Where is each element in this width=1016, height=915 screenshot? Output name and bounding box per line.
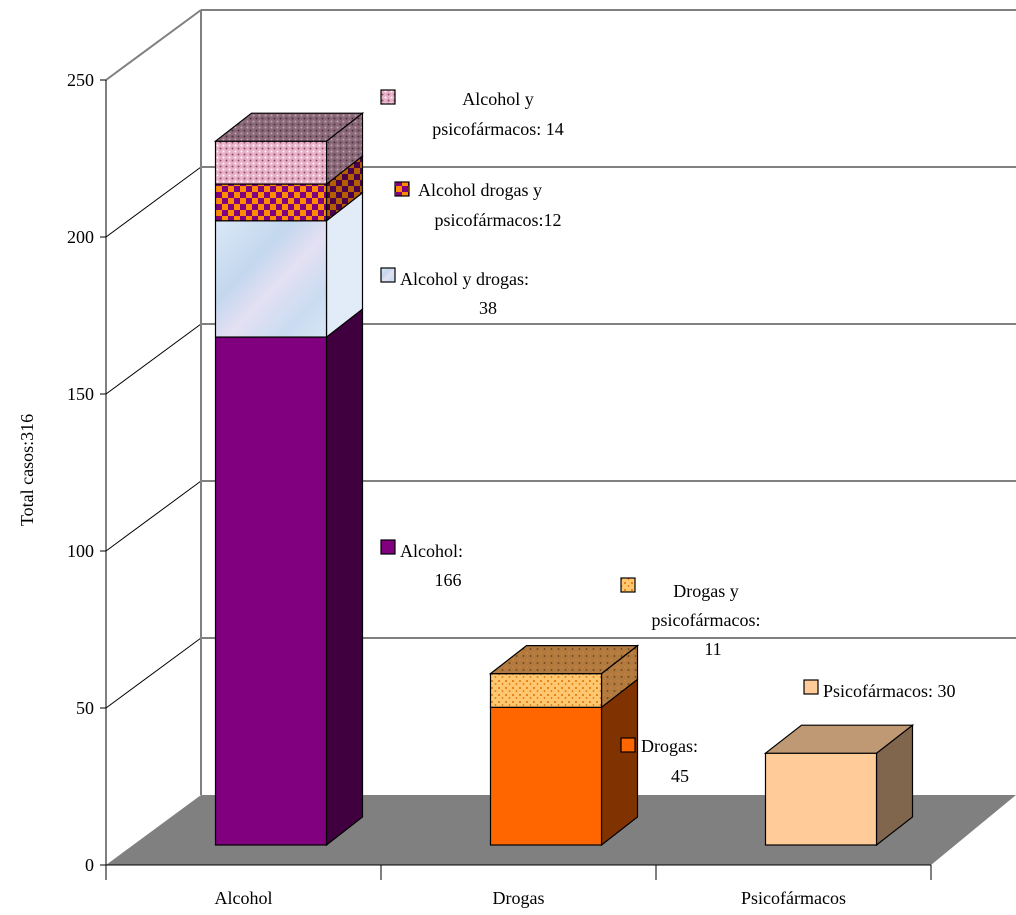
y-tick-label: 50 bbox=[76, 698, 94, 718]
legend-key bbox=[620, 737, 636, 753]
data-label-text: Drogas: bbox=[641, 736, 698, 756]
bar-front bbox=[214, 220, 328, 338]
gridline-side bbox=[105, 323, 202, 395]
bar-segment-alcohol-4 bbox=[213, 111, 365, 186]
data-label-text: psicofármacos: bbox=[652, 610, 761, 630]
data-labels: Alcohol: 166 Alcohol y drogas: 38 Alcohol dr… bbox=[380, 89, 955, 786]
data-label-text: 166 bbox=[435, 570, 462, 590]
bar-front bbox=[489, 673, 603, 708]
bar-top bbox=[763, 724, 915, 754]
gridline-side bbox=[105, 480, 202, 552]
side-wall-top-edge bbox=[105, 9, 202, 81]
gridline-side bbox=[105, 637, 202, 709]
bar-side bbox=[325, 307, 364, 847]
legend-key bbox=[380, 539, 396, 555]
bar-segment-alcohol-2 bbox=[214, 191, 364, 339]
legend-key bbox=[620, 577, 636, 593]
back-wall bbox=[201, 10, 1016, 795]
bar-front bbox=[489, 706, 603, 846]
legend-key bbox=[380, 89, 396, 105]
data-label-drogas-1: Drogas: 45 bbox=[620, 736, 698, 786]
legend-key bbox=[380, 267, 396, 283]
data-label-text: Alcohol drogas y bbox=[418, 180, 542, 200]
bar-segment-alcohol-1 bbox=[214, 307, 364, 847]
y-axis-label: Total casos:316 bbox=[17, 414, 37, 526]
y-tick-label: 200 bbox=[67, 227, 94, 247]
y-tick-label: 150 bbox=[67, 384, 94, 404]
data-label-text: Alcohol y bbox=[462, 89, 534, 109]
data-label-text: psicofármacos: 14 bbox=[432, 119, 563, 139]
y-tick-label: 100 bbox=[67, 541, 94, 561]
data-label-text: 11 bbox=[704, 639, 721, 659]
data-label-alcohol-2: Alcohol y drogas: 38 bbox=[380, 267, 529, 318]
x-axis-ticks: Alcohol Drogas Psicofármacos bbox=[105, 865, 932, 908]
bar-segment-psicofarmacos-1 bbox=[763, 723, 915, 847]
bar-top bbox=[488, 645, 640, 675]
x-tick-label-alcohol: Alcohol bbox=[215, 888, 273, 908]
x-tick-label-psicofarmacos: Psicofármacos bbox=[741, 888, 846, 908]
bar-segment-alcohol-3 bbox=[214, 154, 364, 222]
bar-front bbox=[214, 183, 328, 222]
bars bbox=[213, 111, 915, 847]
bar-segment-drogas-1 bbox=[489, 678, 639, 847]
data-label-alcohol-3: Alcohol drogas y psicofármacos:12 bbox=[394, 180, 562, 230]
data-label-text: 45 bbox=[671, 766, 689, 786]
data-label-text: Psicofármacos: 30 bbox=[823, 681, 955, 701]
x-tick-label-drogas: Drogas bbox=[493, 888, 545, 908]
y-axis-ticks: 0 50 100 150 200 250 bbox=[67, 70, 106, 875]
data-label-text: Alcohol y drogas: bbox=[400, 269, 529, 289]
data-label-drogas-2: Drogas y psicofármacos: 11 bbox=[620, 577, 761, 659]
bar-top bbox=[213, 112, 365, 142]
data-label-text: Drogas y bbox=[673, 581, 739, 601]
data-label-psicofarmacos-1: Psicofármacos: 30 bbox=[803, 679, 955, 701]
data-label-text: 38 bbox=[479, 298, 497, 318]
y-tick-label: 250 bbox=[67, 70, 94, 90]
data-label-text: psicofármacos:12 bbox=[435, 210, 562, 230]
bar-segment-drogas-2 bbox=[488, 644, 640, 709]
y-tick-label: 0 bbox=[85, 855, 94, 875]
gridline-side bbox=[105, 166, 202, 238]
data-label-alcohol-4: Alcohol y psicofármacos: 14 bbox=[380, 89, 564, 139]
bar-front bbox=[214, 336, 328, 846]
bar-front bbox=[764, 752, 878, 846]
bar-side bbox=[600, 678, 639, 847]
data-label-alcohol-1: Alcohol: 166 bbox=[380, 539, 463, 590]
bar-front bbox=[214, 140, 328, 185]
legend-key bbox=[803, 679, 819, 695]
legend-key bbox=[394, 181, 410, 197]
data-label-text: Alcohol: bbox=[400, 541, 463, 561]
